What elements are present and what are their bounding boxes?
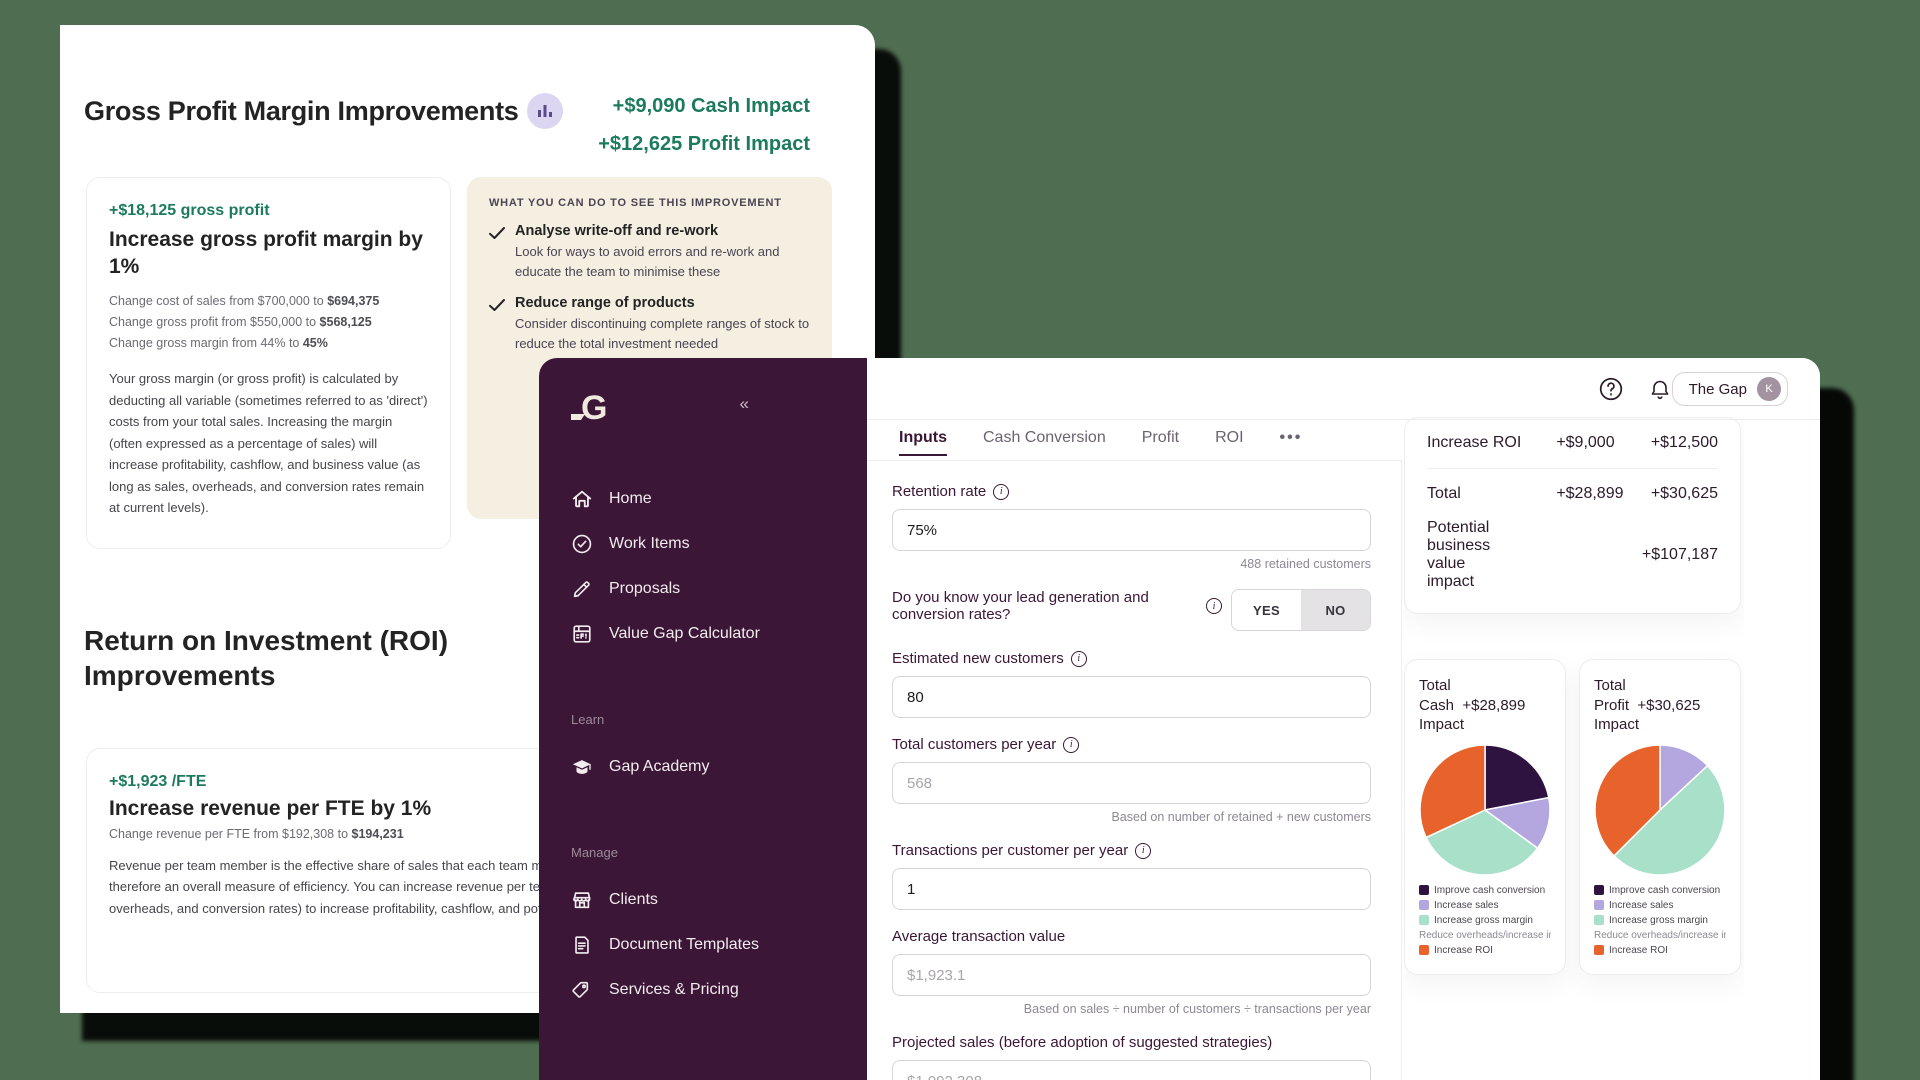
svg-text:G: G [581,390,607,424]
